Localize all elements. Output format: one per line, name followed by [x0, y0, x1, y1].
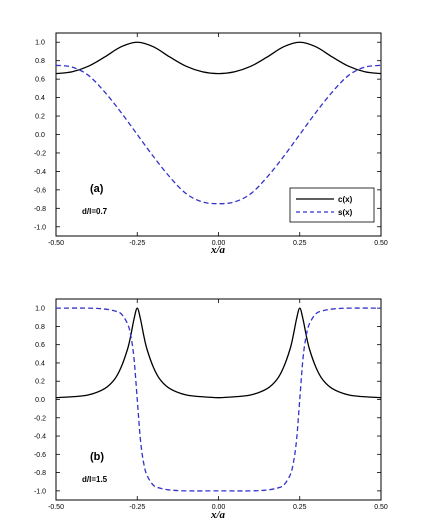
- y-tick-label: -0.2: [34, 415, 46, 422]
- series-group: [55, 307, 382, 492]
- x-tick-label: 0.00: [212, 504, 226, 511]
- y-tick-label: -0.6: [34, 187, 46, 194]
- y-tick-label: 0.2: [35, 114, 45, 121]
- y-tick-label: 0.4: [35, 360, 45, 367]
- x-tick-label: 0.25: [293, 240, 307, 247]
- series-line-c: [55, 307, 382, 399]
- y-tick-label: -0.6: [34, 452, 46, 459]
- x-tick-label: 0.00: [212, 240, 226, 247]
- annotation-label: d/l=0.7: [82, 207, 108, 216]
- series-line-c: [55, 41, 382, 75]
- y-tick-label: -1.0: [34, 224, 46, 231]
- y-tick-label: 0.2: [35, 379, 45, 386]
- y-tick-label: 0.4: [35, 95, 45, 102]
- y-tick-label: 0.6: [35, 77, 45, 84]
- x-axis-label: x/a: [210, 509, 226, 521]
- plot-frame: [55, 298, 382, 501]
- x-tick-label: -0.25: [129, 504, 145, 511]
- y-tick-label: 0.0: [35, 132, 45, 139]
- chart-panel-a: -1.0 -0.8 -0.6 -0.4 -0.2 0.0 0.2 0.4 0.6 0.8 1.0 -0…: [34, 32, 388, 256]
- y-tick-label: -0.8: [34, 470, 46, 477]
- legend-entry-s: s(x): [338, 208, 353, 217]
- annotation-label: d/l=1.5: [82, 475, 108, 484]
- y-tick-label: 0.0: [35, 397, 45, 404]
- panel-label: (a): [90, 183, 104, 195]
- x-tick-label: -0.50: [48, 504, 64, 511]
- legend: c(x) s(x): [289, 187, 375, 223]
- x-axis-label: x/a: [210, 244, 226, 256]
- chart-panel-b: -1.0 -0.8 -0.6 -0.4 -0.2 0.0 0.2 0.4 0.6 0.8 1.0 -0…: [34, 298, 388, 521]
- panel-label: (b): [90, 451, 104, 463]
- y-tick-label: -1.0: [34, 488, 46, 495]
- legend-box: [289, 187, 375, 223]
- y-tick-label: -0.2: [34, 150, 46, 157]
- x-tick-label: 0.50: [374, 240, 388, 247]
- tick-group: -1.0 -0.8 -0.6 -0.4 -0.2 0.0 0.2 0.4 0.6 0.8 1.0 -0…: [34, 33, 388, 247]
- y-tick-label: 1.0: [35, 306, 45, 313]
- y-tick-label: 1.0: [35, 40, 45, 47]
- x-tick-label: 0.50: [374, 504, 388, 511]
- y-tick-label: 0.6: [35, 342, 45, 349]
- legend-entry-c: c(x): [338, 195, 353, 204]
- y-tick-label: -0.8: [34, 206, 46, 213]
- tick-group: -1.0 -0.8 -0.6 -0.4 -0.2 0.0 0.2 0.4 0.6 0.8 1.0 -0…: [34, 299, 388, 511]
- x-tick-label: 0.25: [293, 504, 307, 511]
- series-line-s: [55, 307, 382, 492]
- y-tick-label: -0.4: [34, 169, 46, 176]
- y-tick-label: 0.8: [35, 324, 45, 331]
- y-tick-label: -0.4: [34, 434, 46, 441]
- x-tick-label: -0.50: [48, 240, 64, 247]
- y-tick-label: 0.8: [35, 58, 45, 65]
- x-tick-label: -0.25: [129, 240, 145, 247]
- series-group: [55, 41, 382, 205]
- series-line-s: [55, 64, 382, 205]
